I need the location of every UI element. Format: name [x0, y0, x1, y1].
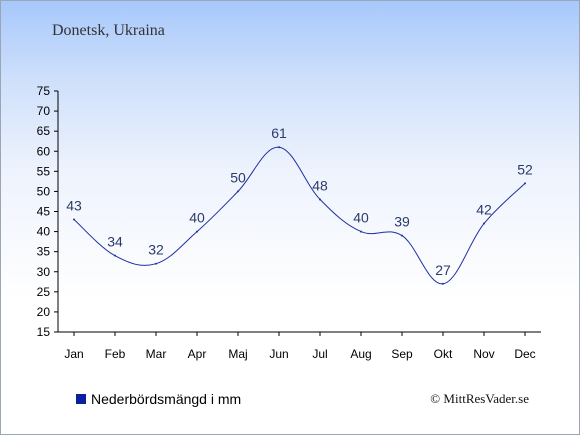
data-points — [73, 146, 526, 285]
x-tick-label: Dec — [514, 347, 535, 361]
y-tick-label: 75 — [37, 84, 51, 98]
data-point — [237, 190, 239, 193]
data-label: 40 — [353, 210, 369, 226]
data-label: 43 — [66, 198, 82, 214]
data-label: 39 — [394, 214, 410, 230]
y-tick-label: 45 — [37, 205, 51, 219]
y-tick-label: 50 — [37, 184, 51, 198]
x-tick-label: Aug — [350, 347, 371, 361]
y-axis-ticks: 15 20 25 30 35 40 45 50 55 60 65 70 75 — [37, 84, 58, 339]
y-tick-label: 65 — [37, 124, 51, 138]
x-tick-label: Okt — [434, 347, 453, 361]
data-point — [319, 198, 321, 201]
y-tick-label: 15 — [37, 325, 51, 339]
series-line — [73, 146, 526, 285]
x-tick-label: Feb — [105, 347, 126, 361]
x-tick-label: Jul — [312, 347, 327, 361]
y-tick-label: 55 — [37, 164, 51, 178]
data-label: 42 — [476, 202, 492, 218]
legend-label: Nederbördsmängd i mm — [91, 391, 242, 407]
y-tick-label: 60 — [37, 144, 51, 158]
y-tick-label: 30 — [37, 265, 51, 279]
data-point — [524, 182, 526, 185]
x-tick-label: Mar — [146, 347, 167, 361]
data-point — [73, 218, 75, 221]
x-tick-label: Sep — [391, 347, 413, 361]
data-point — [483, 222, 485, 225]
x-tick-label: Apr — [188, 347, 207, 361]
legend: Nederbördsmängd i mm — [76, 391, 241, 407]
x-axis-ticks: Jan Feb Mar Apr Maj Jun Jul Aug Sep Okt Nov Dec — [64, 332, 536, 361]
site-credit: © MittResVader.se — [430, 391, 529, 406]
legend-swatch — [76, 394, 86, 404]
y-tick-label: 40 — [37, 225, 51, 239]
data-labels: 43 34 32 40 50 61 48 40 39 27 42 52 — [66, 125, 533, 278]
data-label: 32 — [148, 242, 164, 258]
data-label: 40 — [189, 210, 205, 226]
data-label: 50 — [230, 169, 246, 185]
data-label: 27 — [435, 262, 451, 278]
data-point — [155, 262, 157, 265]
data-point — [196, 230, 198, 233]
x-tick-label: Jun — [269, 347, 288, 361]
data-label: 48 — [312, 177, 328, 193]
y-tick-label: 35 — [37, 245, 51, 259]
data-point — [401, 234, 403, 237]
axes — [57, 91, 541, 333]
data-point — [360, 230, 362, 233]
y-tick-label: 20 — [37, 305, 51, 319]
location-title: Donetsk, Ukraina — [52, 22, 165, 39]
data-label: 61 — [271, 125, 287, 141]
data-label: 34 — [107, 234, 123, 250]
x-tick-label: Maj — [228, 347, 247, 361]
data-label: 52 — [517, 161, 533, 177]
data-point — [278, 146, 280, 149]
data-point — [442, 282, 444, 285]
y-tick-label: 25 — [37, 285, 51, 299]
data-point — [114, 254, 116, 257]
x-tick-label: Jan — [64, 347, 83, 361]
x-tick-label: Nov — [473, 347, 494, 361]
y-tick-label: 70 — [37, 104, 51, 118]
